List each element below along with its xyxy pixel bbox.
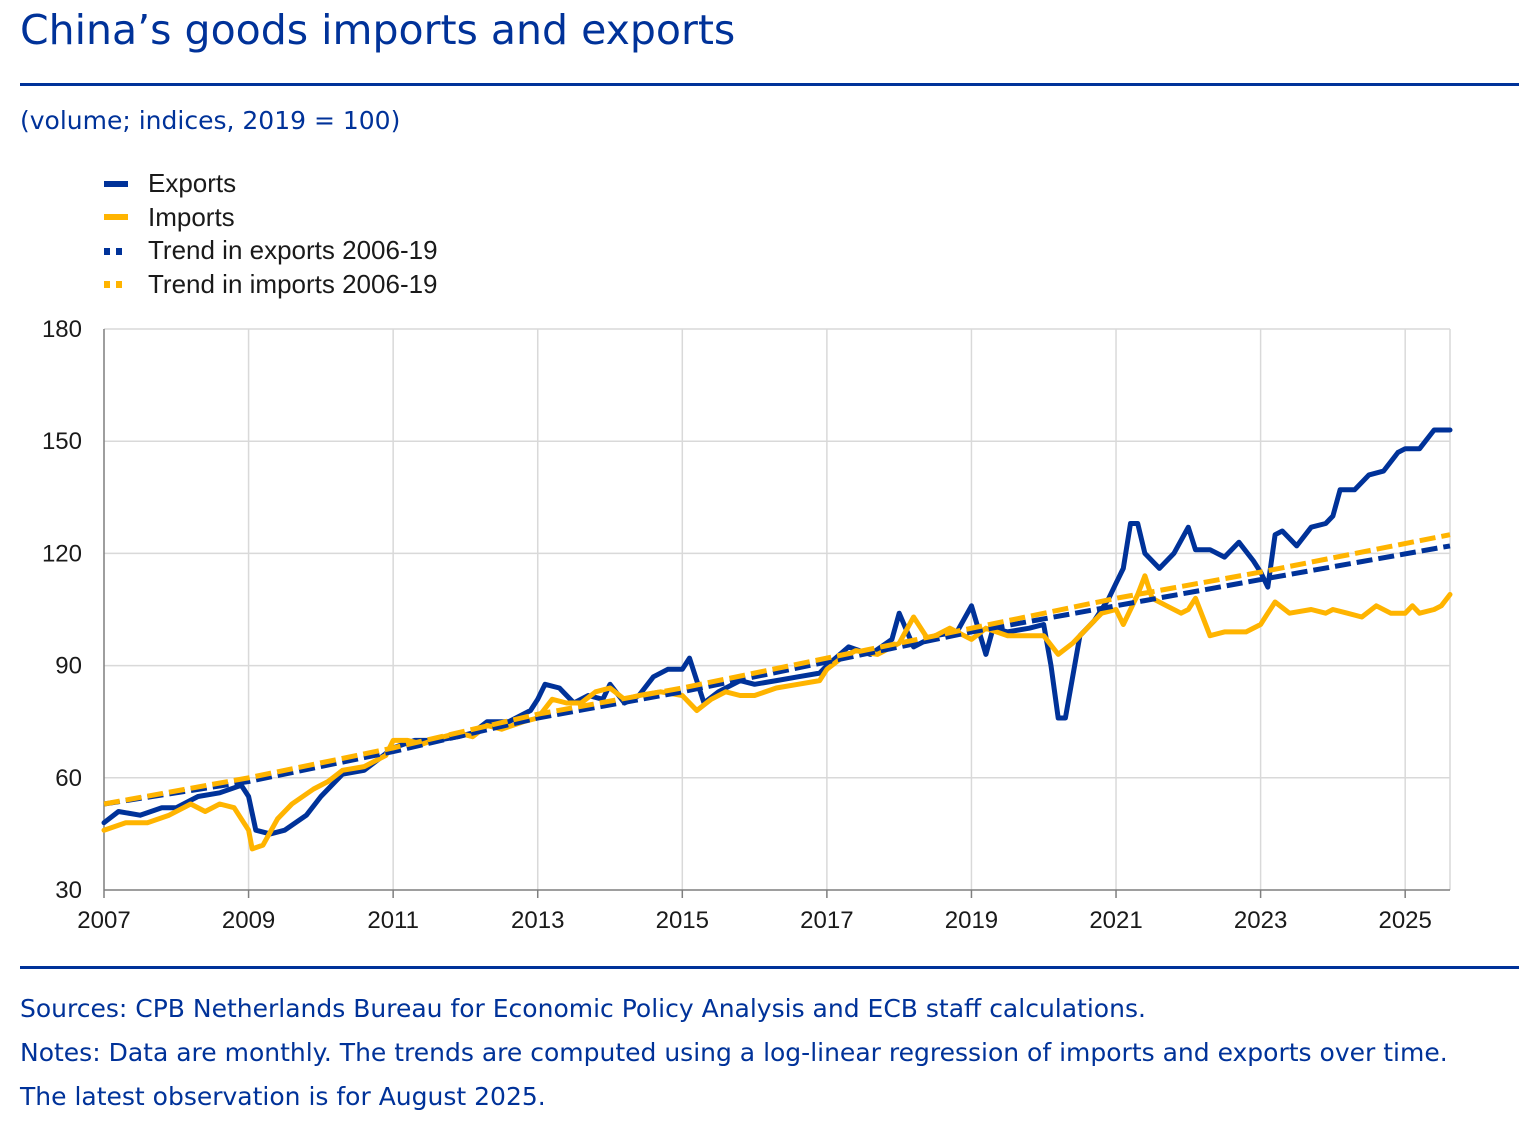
legend-label: Exports [148,168,237,199]
chart-subtitle: (volume; indices, 2019 = 100) [20,106,401,135]
x-tick-label: 2013 [511,907,564,934]
legend-swatch-trend-imports [104,281,128,289]
legend-label: Imports [148,201,235,232]
chart-title: China’s goods imports and exports [20,6,736,54]
x-tick-label: 2023 [1234,907,1287,934]
sources-note: Sources: CPB Netherlands Bureau for Econ… [20,994,1146,1023]
series-layer [101,427,1453,852]
x-tick-label: 2015 [656,907,709,934]
x-tick-label: 2007 [77,907,130,934]
x-tick-label: 2017 [800,907,853,934]
top-divider [20,83,1519,86]
legend-item-imports: Imports [104,201,438,235]
x-tick-label: 2019 [945,907,998,934]
legend-swatch-exports [104,180,128,187]
legend-label: Trend in exports 2006-19 [148,235,438,266]
notes-text: Notes: Data are monthly. The trends are … [20,1038,1448,1067]
line-chart: 30 60 90 120 150 180 2007 2009 2011 2013 2015 2017 2… [42,316,1453,934]
legend-item-trend-exports: Trend in exports 2006-19 [104,234,438,268]
latest-observation-note: The latest observation is for August 202… [20,1082,546,1111]
y-tick-label: 60 [55,765,82,792]
legend-swatch-trend-exports [104,247,128,255]
y-tick-label: 180 [42,316,82,343]
series-trend-in-exports-2006-19 [103,543,1451,807]
y-tick-label: 120 [42,540,82,567]
legend-swatch-imports [104,214,128,221]
y-tick-label: 150 [42,428,82,455]
series-imports [101,573,1453,852]
tick-labels: 30 60 90 120 150 180 2007 2009 2011 2013 2015 2017 2… [42,316,1432,934]
x-tick-label: 2009 [222,907,275,934]
bottom-divider [20,966,1519,969]
legend: Exports Imports Trend in exports 2006-19… [104,167,438,301]
legend-item-trend-imports: Trend in imports 2006-19 [104,268,438,302]
legend-label: Trend in imports 2006-19 [148,268,438,299]
x-tick-label: 2021 [1089,907,1142,934]
legend-item-exports: Exports [104,167,438,201]
axes [103,329,1450,898]
y-tick-label: 90 [55,653,82,680]
grid [104,328,1451,890]
y-tick-label: 30 [55,877,82,904]
x-tick-label: 2025 [1378,907,1431,934]
series-trend-in-imports-2006-19 [103,532,1451,807]
x-tick-label: 2011 [367,907,419,934]
